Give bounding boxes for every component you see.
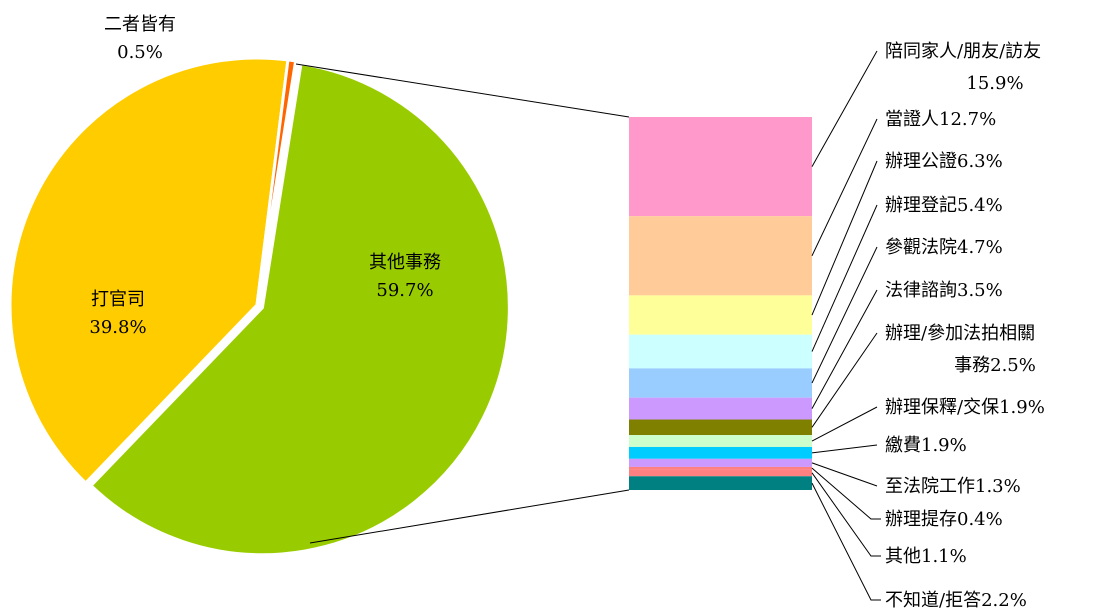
bar-segment: [629, 216, 812, 296]
connector-line: [309, 489, 630, 544]
bar-segment: [629, 476, 812, 490]
bar-segment-label: 其他1.1%: [885, 546, 967, 567]
bar-segment: [629, 458, 812, 467]
pie-slice: [8, 56, 290, 486]
bar-segment: [629, 368, 812, 398]
leader-line: [811, 482, 881, 601]
connector-line: [295, 63, 630, 118]
leader-line: [811, 406, 878, 442]
pie-slice-label: 二者皆有: [104, 14, 176, 35]
bar-segment-label: 不知道/拒答2.2%: [885, 590, 1027, 611]
pie-slice-value: 59.7%: [376, 280, 433, 301]
bar-segment-label: 辦理登記5.4%: [885, 195, 1003, 216]
leader-line: [811, 467, 881, 520]
leader-line: [811, 246, 878, 384]
leader-line: [811, 204, 878, 352]
bar-segment-label: 當證人12.7%: [885, 109, 996, 130]
pie-slice-label: 其他事務: [369, 252, 441, 273]
leader-line: [811, 472, 881, 557]
pie-slice: [88, 61, 511, 557]
pie-slice-label: 打官司: [91, 289, 145, 310]
pie-slice: [255, 58, 298, 306]
pie-slice-value: 39.8%: [89, 317, 146, 338]
bar-segment: [629, 446, 812, 459]
bar-segment: [629, 295, 812, 335]
bar-segment-value: 事務2.5%: [954, 355, 1036, 376]
bar-segment-label: 法律諮詢3.5%: [885, 280, 1003, 301]
bar-segment: [629, 117, 812, 217]
bar-segment-label: 辦理/參加法拍相關: [885, 323, 1035, 344]
bar-segment: [629, 469, 812, 477]
bar-segment-label: 至法院工作1.3%: [885, 476, 1021, 497]
leader-line: [811, 50, 878, 167]
bar-segment-label: 辦理公證6.3%: [885, 151, 1003, 172]
leader-line: [811, 444, 878, 454]
leader-line: [811, 118, 878, 256]
bar-segment: [629, 435, 812, 447]
pie-slice-value: 0.5%: [117, 42, 163, 63]
bar-segment: [629, 466, 812, 470]
leader-line: [811, 160, 878, 316]
bar-segment-label: 辦理提存0.4%: [885, 509, 1003, 530]
bar-segment-label: 陪同家人/朋友/訪友: [885, 41, 1041, 62]
bar-segment: [629, 334, 812, 369]
bar-segment-value: 15.9%: [966, 73, 1023, 94]
bar-segment: [629, 419, 812, 436]
bar-segment: [629, 397, 812, 420]
leader-line: [811, 462, 878, 487]
bar-segment-label: 辦理保釋/交保1.9%: [885, 397, 1045, 418]
bar-segment-label: 繳費1.9%: [885, 435, 967, 456]
leader-line: [811, 289, 878, 409]
leader-line: [811, 332, 878, 428]
bar-segment-label: 參觀法院4.7%: [885, 237, 1003, 258]
